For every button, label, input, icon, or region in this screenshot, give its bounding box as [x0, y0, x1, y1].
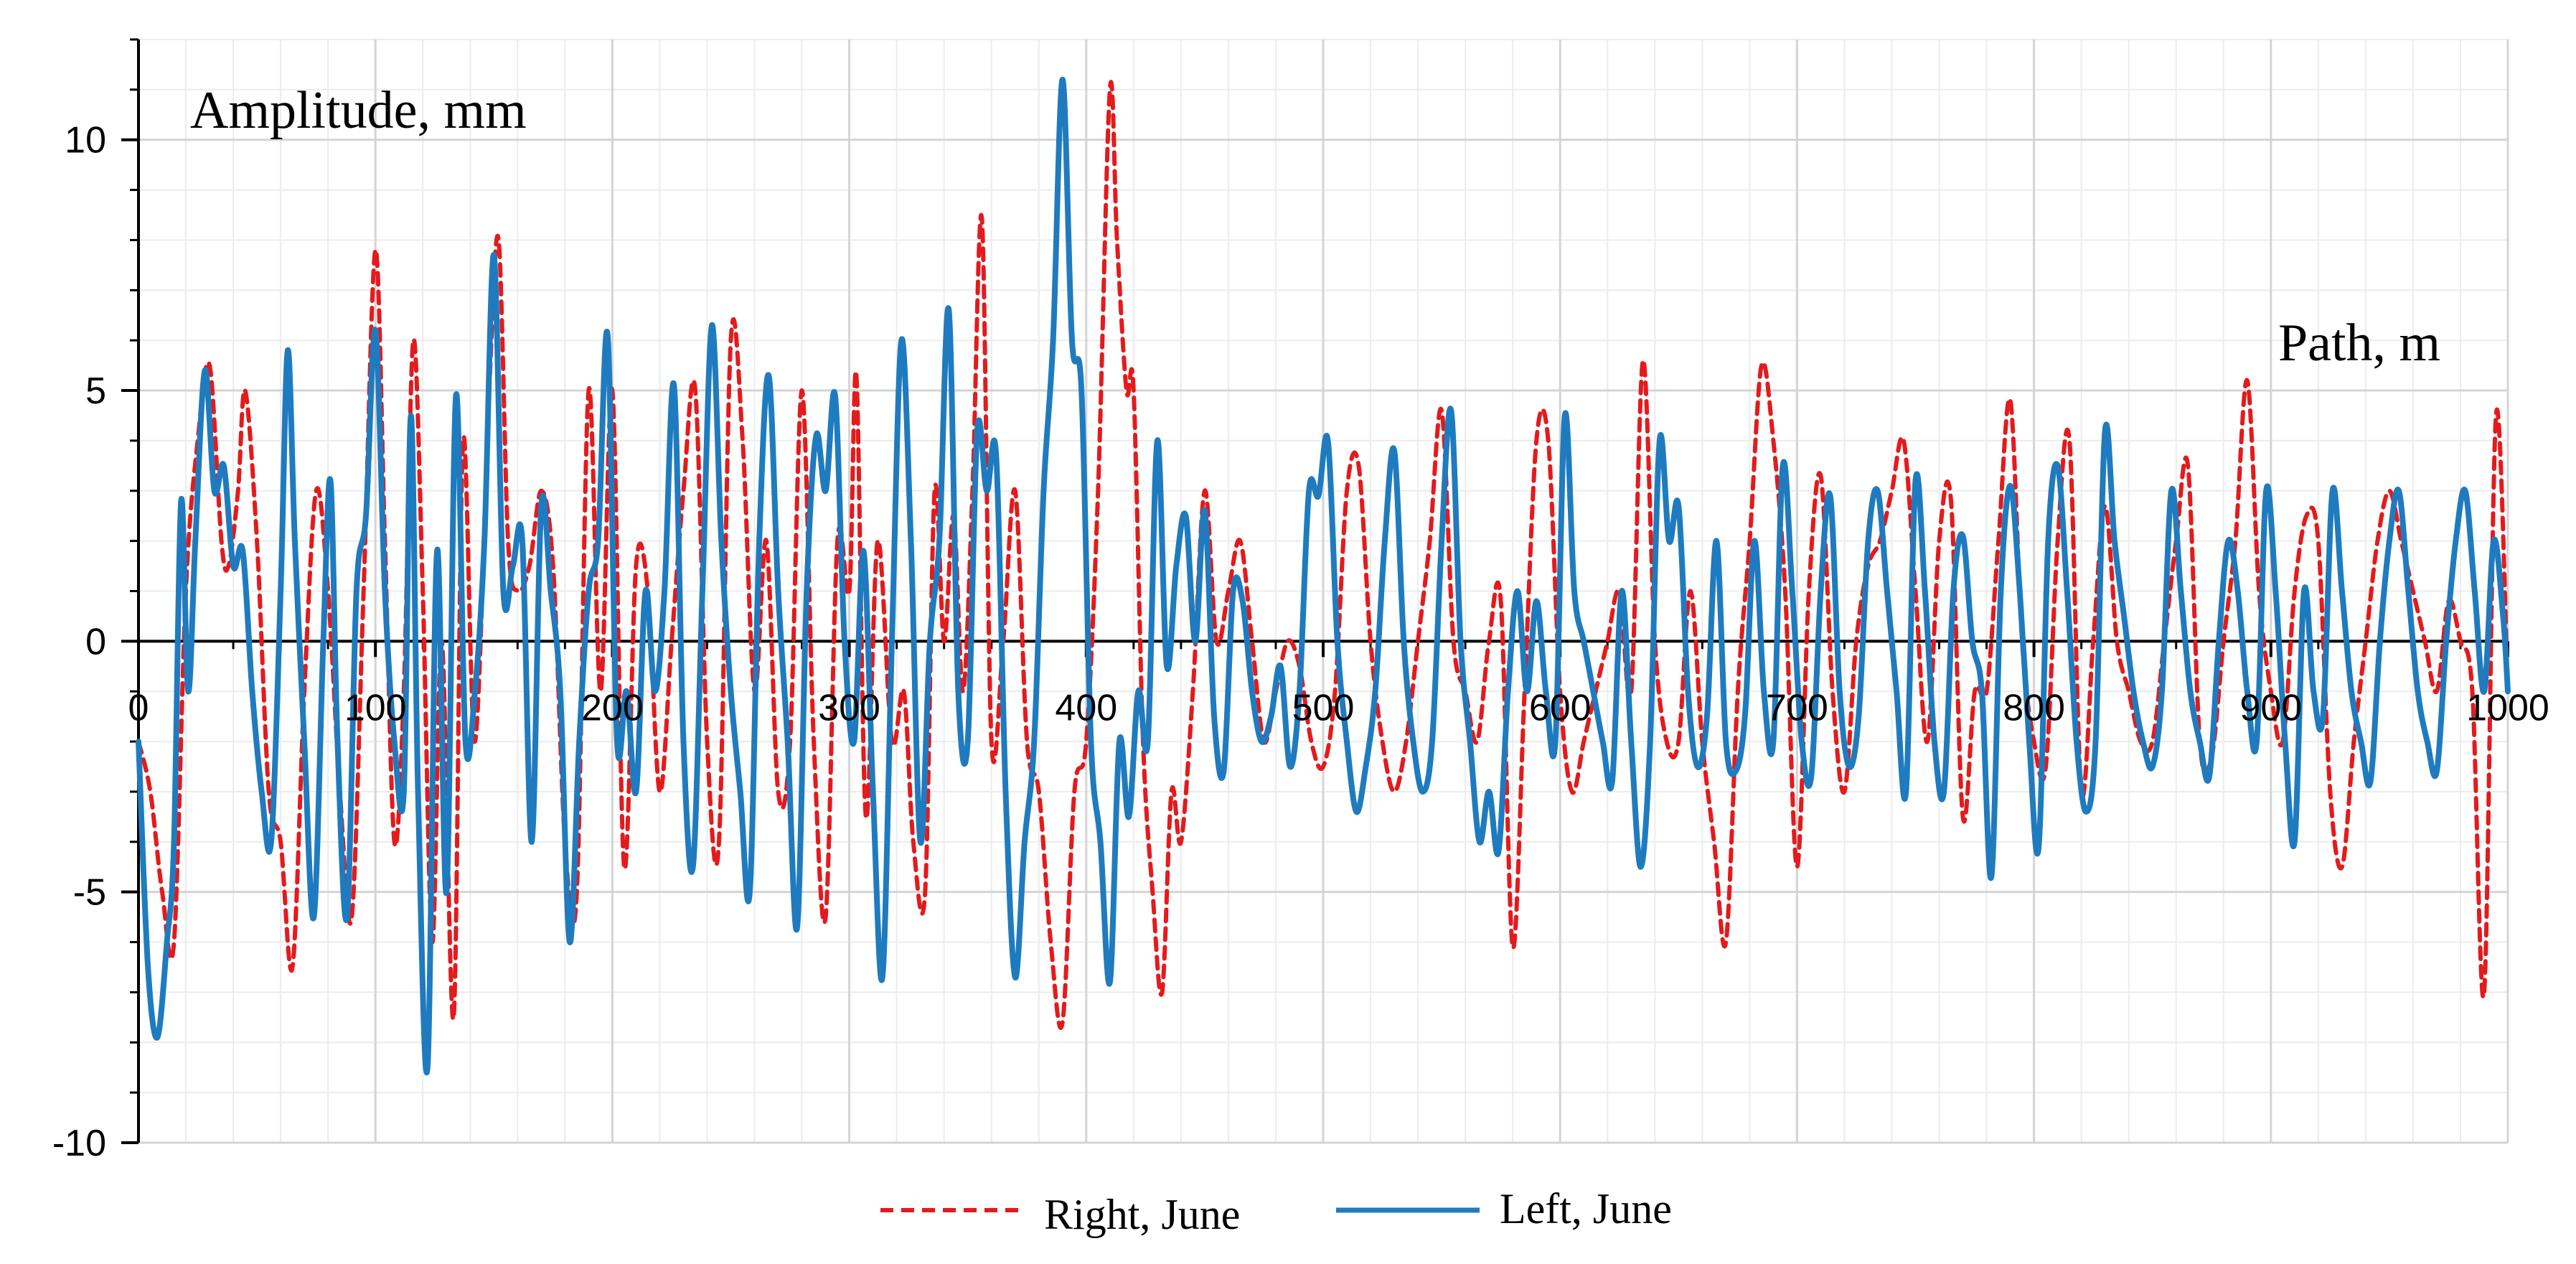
- x-tick-label: 1000: [2466, 687, 2549, 729]
- y-tick-label: -5: [73, 872, 106, 914]
- x-tick-label: 100: [344, 687, 407, 729]
- y-axis-title: Amplitude, mm: [190, 81, 527, 140]
- x-axis-title: Path, m: [2278, 314, 2440, 373]
- y-tick-label: 0: [85, 621, 106, 663]
- x-tick-label: 500: [1292, 687, 1355, 729]
- x-tick-label: 200: [581, 687, 644, 729]
- x-tick-label: 700: [1766, 687, 1828, 729]
- legend-label-left-june: Left, June: [1500, 1185, 1672, 1232]
- series-line-left-june: [136, 76, 2511, 1076]
- y-tick-label: 10: [65, 120, 106, 161]
- y-tick-label: 5: [85, 370, 106, 412]
- legend-label-right-june: Right, June: [1044, 1191, 1240, 1238]
- x-tick-label: 900: [2239, 687, 2302, 729]
- x-tick-label: 400: [1055, 687, 1117, 729]
- x-tick-label: 0: [128, 687, 149, 729]
- x-tick-label: 300: [818, 687, 880, 729]
- y-tick-label: -10: [52, 1123, 106, 1164]
- x-tick-label: 800: [2003, 687, 2065, 729]
- x-tick-label: 600: [1529, 687, 1592, 729]
- legend: Right, June Left, June: [880, 1185, 1672, 1238]
- series-layer: [136, 76, 2511, 1076]
